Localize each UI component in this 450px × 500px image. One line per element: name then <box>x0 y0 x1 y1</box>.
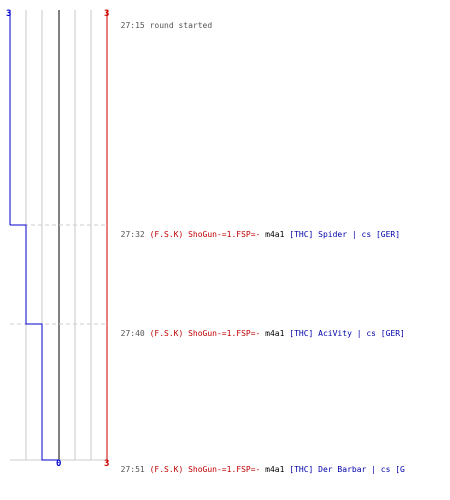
attacker-name: (F.S.K) ShoGun-=1.FSP=- <box>149 465 261 474</box>
attacker-name: (F.S.K) ShoGun-=1.FSP=- <box>149 230 261 239</box>
victim-name: [THC] Der Barbar | cs [G <box>289 465 405 474</box>
event-time: 27:40 <box>120 329 145 338</box>
red-team-score-bottom: 3 <box>104 459 110 469</box>
blue-team-score-bottom: 0 <box>56 459 62 469</box>
victim-name: [THC] Spider | cs [GER] <box>289 230 401 239</box>
weapon-name: m4a1 <box>265 465 285 474</box>
round-start-text: round started <box>149 21 213 30</box>
blue-team-step-line <box>10 224 59 461</box>
weapon-name: m4a1 <box>265 329 285 338</box>
event-time: 27:15 <box>120 21 145 30</box>
kill-event: 27:32 (F.S.K) ShoGun-=1.FSP=- m4a1 [THC]… <box>111 220 400 240</box>
event-time: 27:51 <box>120 465 145 474</box>
blue-team-score-top: 3 <box>6 9 12 19</box>
victim-name: [THC] AciVity | cs [GER] <box>289 329 405 338</box>
red-team-score-top: 3 <box>104 9 110 19</box>
round-start-entry: 27:15 round started <box>111 11 213 31</box>
event-time: 27:32 <box>120 230 145 239</box>
weapon-name: m4a1 <box>265 230 285 239</box>
kill-event: 27:40 (F.S.K) ShoGun-=1.FSP=- m4a1 [THC]… <box>111 319 405 339</box>
kill-event: 27:51 (F.S.K) ShoGun-=1.FSP=- m4a1 [THC]… <box>111 455 405 475</box>
attacker-name: (F.S.K) ShoGun-=1.FSP=- <box>149 329 261 338</box>
